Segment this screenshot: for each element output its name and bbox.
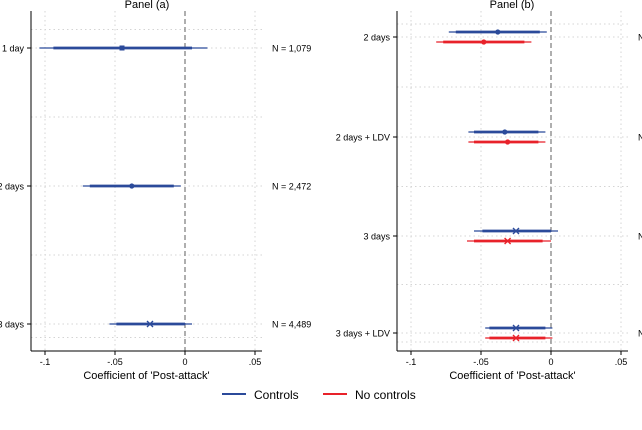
legend-no-controls-label: No controls xyxy=(355,388,416,402)
point-estimate-marker xyxy=(146,320,154,328)
y-tick-label: 3 days xyxy=(0,320,24,330)
point-estimate-marker xyxy=(481,39,487,45)
point-estimate-marker xyxy=(512,324,520,332)
y-tick-label: 3 days + LDV xyxy=(336,329,390,339)
panel-a: Panel (a) -.1 -.05 0 .05 Coefficient of 'Post… xyxy=(0,0,311,382)
sample-size-label: N = 3,383 xyxy=(638,329,642,339)
x-tick-label: .05 xyxy=(249,357,262,367)
point-estimate-marker xyxy=(502,129,508,135)
x-tick-label: -.1 xyxy=(40,357,51,367)
y-tick-label: 2 days + LDV xyxy=(336,133,390,143)
sample-size-label: N = 1,079 xyxy=(272,44,311,54)
point-estimate-marker xyxy=(495,29,501,35)
point-estimate-marker xyxy=(504,237,512,245)
x-axis-label: Coefficient of 'Post-attack' xyxy=(83,370,209,382)
x-tick-label: 0 xyxy=(548,357,553,367)
legend-controls-label: Controls xyxy=(254,388,299,402)
y-tick-label: 2 days xyxy=(363,33,390,43)
x-tick-label: -.05 xyxy=(107,357,123,367)
x-tick-label: -.05 xyxy=(473,357,489,367)
x-axis-label: Coefficient of 'Post-attack' xyxy=(449,370,575,382)
point-estimate-marker xyxy=(119,45,125,51)
panel-title: Panel (b) xyxy=(490,0,535,11)
panel-b: Panel (b) -.1 -.05 0 .05 Coefficient of 'Post… xyxy=(336,0,642,382)
point-estimate-marker xyxy=(512,227,520,235)
point-estimate-marker xyxy=(512,334,520,342)
sample-size-label: N = 4,489 xyxy=(638,232,642,242)
point-estimate-marker xyxy=(505,139,511,145)
sample-size-label: N = 4,489 xyxy=(272,320,311,330)
sample-size-label: N = 2,472 xyxy=(272,182,311,192)
panel-title: Panel (a) xyxy=(125,0,170,11)
point-estimate-marker xyxy=(129,183,135,189)
x-tick-label: .05 xyxy=(615,357,628,367)
x-tick-label: 0 xyxy=(182,357,187,367)
y-tick-label: 3 days xyxy=(363,232,390,242)
x-tick-label: -.1 xyxy=(406,357,417,367)
sample-size-label: N = 1,899 xyxy=(638,133,642,143)
sample-size-label: N = 2,472 xyxy=(638,33,642,43)
legend: Controls No controls xyxy=(222,388,416,402)
y-tick-label: 2 days xyxy=(0,182,24,192)
y-tick-label: 1 day xyxy=(2,44,25,54)
